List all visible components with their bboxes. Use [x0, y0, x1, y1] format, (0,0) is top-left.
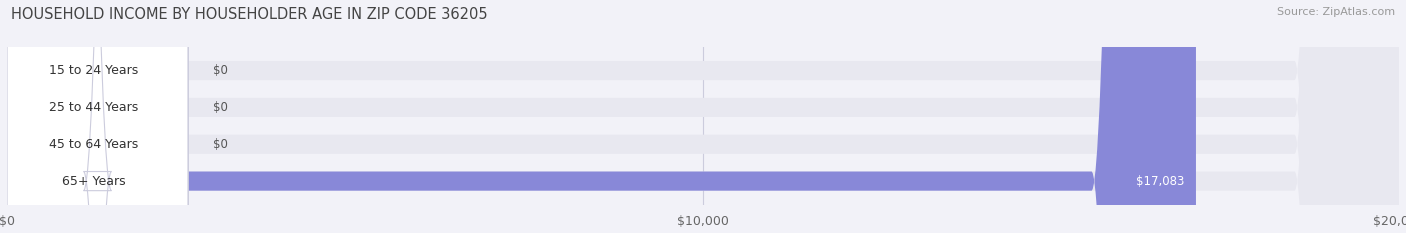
- FancyBboxPatch shape: [7, 0, 38, 233]
- FancyBboxPatch shape: [7, 0, 188, 233]
- FancyBboxPatch shape: [7, 0, 188, 233]
- Text: HOUSEHOLD INCOME BY HOUSEHOLDER AGE IN ZIP CODE 36205: HOUSEHOLD INCOME BY HOUSEHOLDER AGE IN Z…: [11, 7, 488, 22]
- FancyBboxPatch shape: [7, 0, 1399, 233]
- FancyBboxPatch shape: [7, 0, 1197, 233]
- FancyBboxPatch shape: [7, 0, 38, 233]
- Text: $0: $0: [214, 138, 228, 151]
- Text: Source: ZipAtlas.com: Source: ZipAtlas.com: [1277, 7, 1395, 17]
- FancyBboxPatch shape: [7, 0, 188, 233]
- Text: $0: $0: [214, 64, 228, 77]
- Text: $0: $0: [214, 101, 228, 114]
- FancyBboxPatch shape: [7, 0, 1399, 233]
- FancyBboxPatch shape: [7, 0, 188, 233]
- FancyBboxPatch shape: [7, 0, 1399, 233]
- Text: 15 to 24 Years: 15 to 24 Years: [49, 64, 139, 77]
- Text: 25 to 44 Years: 25 to 44 Years: [49, 101, 139, 114]
- Text: 45 to 64 Years: 45 to 64 Years: [49, 138, 139, 151]
- FancyBboxPatch shape: [7, 0, 1399, 233]
- Text: $17,083: $17,083: [1136, 175, 1185, 188]
- FancyBboxPatch shape: [7, 0, 38, 233]
- Text: 65+ Years: 65+ Years: [62, 175, 125, 188]
